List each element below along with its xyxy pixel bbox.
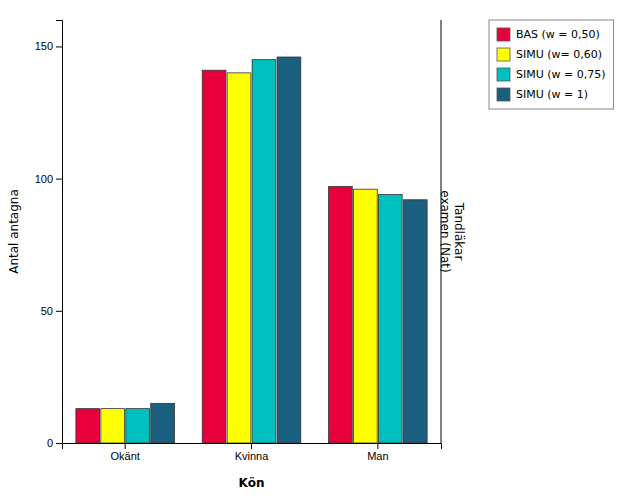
bar [76,409,100,443]
legend-item: SIMU (w = 1) [497,88,588,101]
x-tick-mark [125,443,126,449]
legend-item: BAS (w = 0,50) [497,28,600,41]
y-tick: 150 [35,40,62,52]
y2-axis-title-line: Tandläkar [452,202,466,261]
x-tick: Okänt [110,443,139,462]
y2-axis-title: Tandläkarexamen (Nat) [438,190,466,273]
legend-label: SIMU (w = 0,75) [516,68,606,81]
legend-label: BAS (w = 0,50) [516,28,600,41]
bar-series [151,57,427,443]
bar [101,409,125,443]
x-tick-label: Kvinna [235,450,270,462]
bar [403,200,427,443]
y-tick: 100 [35,173,62,185]
y-axis: 0 50 100 150 [35,21,63,450]
bar [329,187,353,443]
legend-swatch [497,88,510,101]
y-tick-label: 150 [35,40,53,52]
bar [252,60,276,443]
plot: 0 50 100 150 Okänt Kvinna Man Kön Antal antagna T… [7,20,614,490]
bar [378,194,402,443]
y-tick-label: 100 [35,173,53,185]
y-axis-line [56,21,63,444]
bar-series [126,60,402,443]
bar [227,73,251,443]
x-tick: Man [367,443,388,462]
legend-label: SIMU (w= 0,60) [516,48,602,61]
bar [151,403,175,443]
y-tick-label: 0 [47,437,53,449]
legend-swatch [497,28,510,41]
bars [76,57,427,443]
bar [354,189,378,443]
x-axis: Okänt Kvinna Man [63,443,442,462]
x-axis-line [63,444,442,450]
legend-label: SIMU (w = 1) [516,88,588,101]
y2-axis-title-line: examen (Nat) [438,190,452,273]
x-tick-mark [377,443,378,449]
legend: BAS (w = 0,50) SIMU (w= 0,60) SIMU (w = 0,… [489,20,614,109]
bar-series [76,70,352,443]
x-tick-label: Okänt [110,450,139,462]
bar-series [101,73,377,443]
y-tick-mark [56,443,62,444]
bar [277,57,301,443]
legend-item: SIMU (w= 0,60) [497,48,602,61]
y-tick-label: 50 [41,305,53,317]
y-axis-title: Antal antagna [7,189,21,274]
x-axis-title: Kön [239,476,265,490]
x-tick: Kvinna [235,443,270,462]
y-tick: 0 [47,437,62,449]
chart: 0 50 100 150 Okänt Kvinna Man Kön Antal antagna T… [0,0,626,501]
legend-swatch [497,48,510,61]
legend-swatch [497,68,510,81]
y-tick-mark [56,311,62,312]
y-tick: 50 [41,305,62,317]
legend-box [489,20,614,109]
x-tick-mark [251,443,252,449]
x-tick-label: Man [367,450,388,462]
bar [126,409,150,443]
y-tick-mark [56,46,62,47]
y-tick-mark [56,179,62,180]
bar [202,70,226,443]
legend-item: SIMU (w = 0,75) [497,68,606,81]
